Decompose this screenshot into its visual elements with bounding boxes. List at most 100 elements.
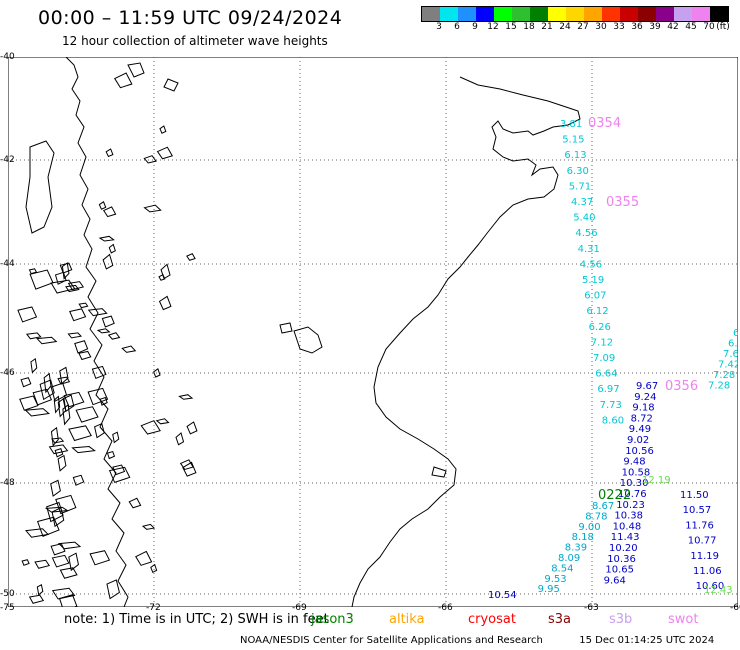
colorbar-swatch: [692, 7, 710, 21]
colorbar-swatch: [422, 7, 440, 21]
fjord-island: [32, 388, 53, 406]
wave-height-value: 10.60: [696, 581, 725, 592]
fjord-island: [94, 422, 105, 439]
latitude-label: -48: [0, 478, 15, 488]
note-text: note: 1) Time is in UTC; 2) SWH is in fe…: [64, 612, 329, 627]
wave-height-value: 5.19: [582, 275, 604, 286]
inland-lake: [153, 368, 161, 378]
fjord-island: [68, 425, 92, 442]
colorbar-tick-label: 12: [487, 22, 499, 32]
colorbar-swatch: [440, 7, 458, 21]
wave-height-value: 6.97: [597, 384, 619, 395]
longitude-label: -60: [730, 603, 740, 613]
wave-height-value: 8.54: [551, 563, 573, 574]
colorbar-swatch: [620, 7, 638, 21]
wave-height-value: 6.26: [589, 322, 611, 333]
footer: NOAA/NESDIS Center for Satellite Applica…: [240, 635, 714, 646]
wave-height-value: 9.53: [544, 574, 566, 585]
wave-height-value: 10.76: [618, 489, 647, 500]
fjord-island: [25, 332, 42, 340]
satellite-legend-entry: s3a: [548, 612, 572, 627]
fjord-island: [78, 350, 92, 361]
wave-height-value: 7.12: [591, 337, 613, 348]
wave-height-value: 11.76: [685, 520, 714, 531]
fjord-island: [59, 366, 69, 385]
fjord-island: [67, 332, 83, 339]
inland-lake: [135, 550, 153, 566]
fjord-island: [106, 579, 120, 600]
fjord-island: [68, 552, 80, 572]
wave-height-value: 11.19: [690, 551, 719, 562]
wave-height-value: 5.15: [562, 135, 584, 146]
inland-lake: [107, 332, 121, 340]
pass-time-label: 0354: [588, 116, 621, 131]
colorbar-swatch: [656, 7, 674, 21]
latitude-label: -42: [0, 155, 15, 165]
fjord-island: [57, 397, 67, 418]
inland-lake: [143, 155, 157, 164]
colorbar-swatch: [458, 7, 476, 21]
fjord-island: [108, 466, 131, 484]
wave-height-value: 10.23: [616, 500, 645, 511]
wave-height-value: 7.28: [713, 370, 735, 381]
fjord-island: [61, 262, 70, 280]
fjord-island: [44, 506, 69, 513]
wave-height-value: 8.67: [592, 501, 614, 512]
inland-lake: [182, 461, 197, 477]
wave-height-value: 7.28: [708, 381, 730, 392]
inland-lake: [113, 72, 133, 89]
pass-time-label: 0222: [598, 488, 631, 503]
longitude-label: -63: [584, 603, 599, 613]
wave-height-value: 10.58: [622, 467, 651, 478]
wave-height-value: 8.18: [572, 532, 594, 543]
inland-lake: [150, 563, 158, 573]
wave-height-value: 10.20: [609, 543, 638, 554]
fjord-island: [55, 494, 77, 515]
colorbar-swatch: [710, 7, 728, 21]
chile-coastline: [65, 57, 129, 607]
inland-lake: [158, 295, 172, 311]
fjord-island: [50, 279, 76, 294]
wave-height-value: 9.18: [632, 403, 654, 414]
fjord-island: [50, 426, 59, 447]
pass-time-label: 0356: [665, 379, 698, 394]
wave-height-value: 10.65: [605, 565, 634, 576]
colorbar-tick-label: 3: [436, 22, 442, 32]
wave-height-value: 9.49: [629, 424, 651, 435]
wave-height-value: 7.73: [600, 400, 622, 411]
wave-height-value: 9.00: [578, 522, 600, 533]
inland-lake: [156, 146, 174, 160]
wave-height-value: 4.56: [575, 228, 597, 239]
wave-height-value: 8.72: [631, 413, 653, 424]
fjord-island: [89, 550, 111, 566]
inland-lake: [159, 125, 167, 134]
longitude-label: -69: [292, 603, 307, 613]
pass-time-label: 0355: [606, 195, 639, 210]
colorbar-tick-label: 70: [703, 22, 715, 32]
colorbar-swatch: [584, 7, 602, 21]
inland-lake: [128, 497, 142, 509]
fjord-island: [53, 395, 61, 414]
colorbar-swatch: [530, 7, 548, 21]
inland-lake: [102, 206, 117, 218]
satellite-legend-entry: cryosat: [468, 612, 516, 627]
colorbar-swatch: [548, 7, 566, 21]
inland-lake: [175, 432, 185, 446]
wave-height-value: 6.64: [595, 369, 617, 380]
inland-lake: [186, 421, 198, 435]
satellite-legend-entry: s3b: [609, 612, 633, 627]
wave-height-value: 9.95: [538, 584, 560, 595]
wave-height-value: 8.60: [602, 415, 624, 426]
wave-height-value: 5.40: [573, 213, 595, 224]
colorbar-tick-label: 9: [472, 22, 478, 32]
fjord-island: [57, 376, 71, 385]
fjord-island: [91, 365, 107, 380]
fjord-island: [36, 516, 60, 537]
latitude-label: -50: [0, 589, 15, 599]
wave-height-value: 11.43: [611, 532, 640, 543]
wave-height-value: 6.: [733, 328, 738, 339]
chiloe-island: [25, 140, 55, 234]
latitude-label: -40: [0, 52, 15, 62]
colorbar-tick-label: 18: [523, 22, 535, 32]
fjord-island: [87, 308, 108, 317]
